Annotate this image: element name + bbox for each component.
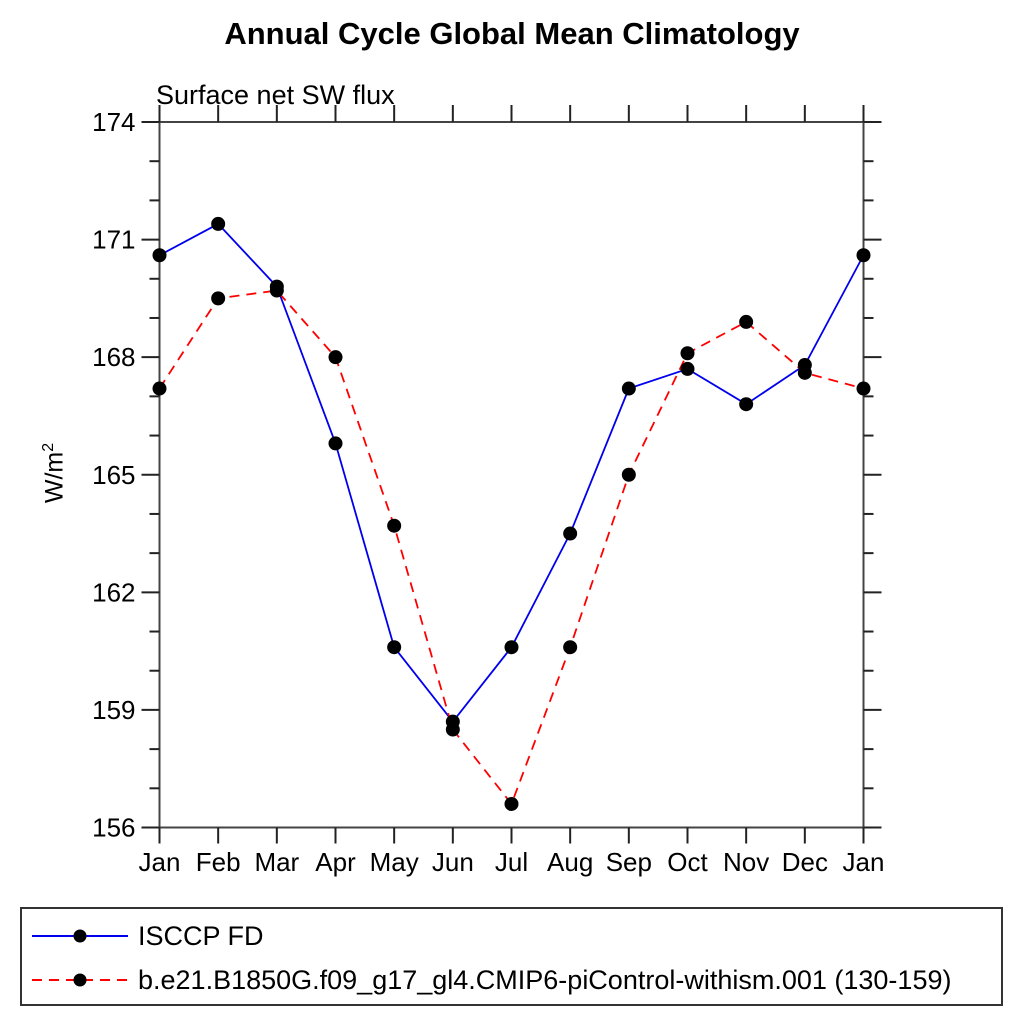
legend-line-sample-icon: [32, 929, 128, 943]
legend: ISCCP FD b.e21.B1850G.f09_g17_gl4.CMIP6-…: [20, 907, 1003, 1006]
data-point-s1-4: [387, 518, 402, 533]
y-tick-label: 162: [92, 577, 135, 607]
data-point-s0-4: [387, 640, 402, 655]
y-tick-label: 174: [92, 107, 135, 137]
data-point-s0-10: [739, 397, 754, 412]
data-point-s1-8: [621, 467, 636, 482]
data-point-s1-1: [211, 291, 226, 306]
data-point-s0-3: [328, 436, 343, 451]
plot-border: [158, 121, 865, 829]
y-tick-label: 156: [92, 813, 135, 843]
data-point-s1-10: [739, 314, 754, 329]
legend-line-sample-icon: [32, 973, 128, 987]
data-point-s1-9: [680, 346, 695, 361]
x-tick-label: Dec: [782, 847, 828, 877]
data-point-s0-9: [680, 361, 695, 376]
data-point-s1-7: [563, 640, 578, 655]
data-point-s0-12: [856, 248, 871, 263]
data-point-s1-6: [504, 796, 519, 811]
data-point-s0-0: [152, 248, 167, 263]
x-tick-label: Jun: [432, 847, 474, 877]
y-tick-label: 165: [92, 460, 135, 490]
x-tick-label: Nov: [723, 847, 769, 877]
x-tick-label: Jan: [843, 847, 885, 877]
y-tick-label: 168: [92, 342, 135, 372]
series-line-1: [158, 289, 864, 806]
chart-title: Annual Cycle Global Mean Climatology: [224, 16, 800, 51]
legend-sample-marker-1: [73, 973, 87, 987]
chart-subtitle: Surface net SW flux: [156, 80, 395, 110]
x-tick-label: Apr: [315, 847, 356, 877]
data-point-s1-0: [152, 381, 167, 396]
data-point-s1-12: [856, 381, 871, 396]
x-tick-label: Jan: [139, 847, 181, 877]
data-point-s0-8: [621, 381, 636, 396]
x-tick-label: May: [370, 847, 419, 877]
legend-label-model: b.e21.B1850G.f09_g17_gl4.CMIP6-piControl…: [138, 964, 952, 995]
y-tick-label: 171: [92, 225, 135, 255]
x-tick-label: Oct: [667, 847, 708, 877]
x-tick-label: Aug: [547, 847, 593, 877]
data-point-s1-11: [797, 365, 812, 380]
x-tick-label: Feb: [196, 847, 241, 877]
x-tick-label: Sep: [606, 847, 652, 877]
data-point-s1-2: [269, 283, 284, 298]
legend-label-isccp: ISCCP FD: [138, 920, 264, 951]
x-tick-label: Jul: [495, 847, 528, 877]
data-point-s1-5: [445, 722, 460, 737]
data-point-s0-6: [504, 640, 519, 655]
legend-sample-marker-0: [73, 929, 87, 943]
legend-item-model: b.e21.B1850G.f09_g17_gl4.CMIP6-piControl…: [28, 960, 951, 1000]
y-tick-label: 159: [92, 695, 135, 725]
x-tick-label: Mar: [254, 847, 299, 877]
data-point-s0-7: [563, 526, 578, 541]
data-point-s1-3: [328, 350, 343, 365]
legend-item-isccp: ISCCP FD: [28, 916, 264, 956]
data-point-s0-1: [211, 216, 226, 231]
